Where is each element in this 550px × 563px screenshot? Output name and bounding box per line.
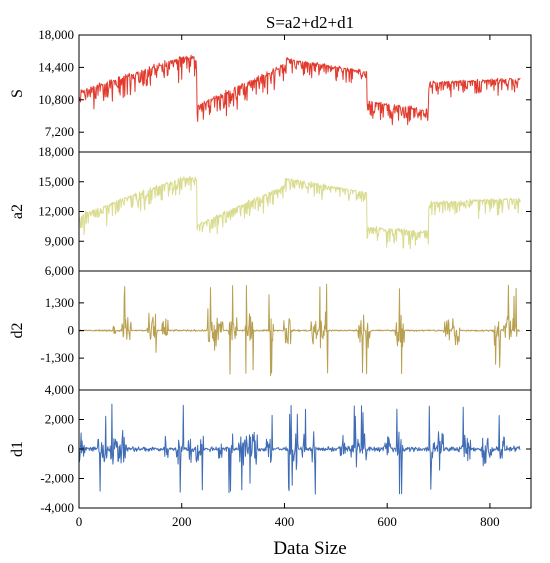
- y-tick-label-S-0: 7,200: [45, 124, 74, 139]
- y-tick-label-S-2: 14,400: [38, 59, 74, 74]
- x-tick-label-2: 400: [275, 514, 295, 529]
- y-tick-label-S-3: 18,000: [38, 27, 74, 42]
- y-tick-label-a2-4: 18,000: [38, 144, 74, 159]
- x-axis-label: Data Size: [273, 538, 346, 559]
- panels: 7,200 10,800 14,400 18,000 S 6,000 9,000 12,000…: [9, 27, 532, 515]
- y-axis-label-a2: a2: [9, 204, 26, 219]
- y-axis-label-d2: d2: [9, 323, 26, 339]
- series-line-a2: [78, 176, 521, 250]
- y-tick-label-a2-0: 6,000: [45, 263, 74, 278]
- panel-S: 7,200 10,800 14,400 18,000 S: [9, 27, 532, 153]
- y-tick-label-d1-0: -4,000: [40, 500, 74, 515]
- y-tick-label-d1-4: 4,000: [45, 382, 74, 397]
- series-line-d1: [78, 403, 521, 495]
- x-tick-label-3: 600: [377, 514, 397, 529]
- series-line-d2: [78, 283, 521, 377]
- x-tick-label-1: 200: [172, 514, 192, 529]
- y-tick-label-d2-1: 0: [68, 323, 75, 338]
- y-tick-label-d2-2: 1,300: [45, 295, 74, 310]
- y-tick-label-S-1: 10,800: [38, 92, 74, 107]
- x-axis: 0 200 400 600 800: [76, 35, 500, 529]
- y-tick-label-d1-1: -2,000: [40, 471, 74, 486]
- panel-d1: -4,000 -2,000 0 2,000 4,000 d1: [9, 382, 532, 515]
- y-tick-label-d2-0: -1,300: [40, 350, 74, 365]
- y-tick-label-a2-2: 12,000: [38, 204, 74, 219]
- panel-d2: -1,300 0 1,300 d2: [9, 270, 532, 391]
- x-tick-label-0: 0: [76, 514, 83, 529]
- y-axis-label-d1: d1: [9, 441, 26, 457]
- y-tick-label-a2-1: 9,000: [45, 233, 74, 248]
- x-tick-label-4: 800: [480, 514, 500, 529]
- panel-frame-S: [78, 34, 532, 153]
- chart-title: S=a2+d2+d1: [266, 13, 354, 32]
- series-line-S: [78, 54, 521, 126]
- y-tick-label-d1-2: 0: [68, 441, 75, 456]
- panel-frame-a2: [78, 151, 532, 272]
- y-tick-label-a2-3: 15,000: [38, 174, 74, 189]
- y-tick-label-d1-3: 2,000: [45, 412, 74, 427]
- panel-a2: 6,000 9,000 12,000 15,000 18,000 a2: [9, 144, 532, 278]
- y-axis-label-S: S: [9, 89, 26, 98]
